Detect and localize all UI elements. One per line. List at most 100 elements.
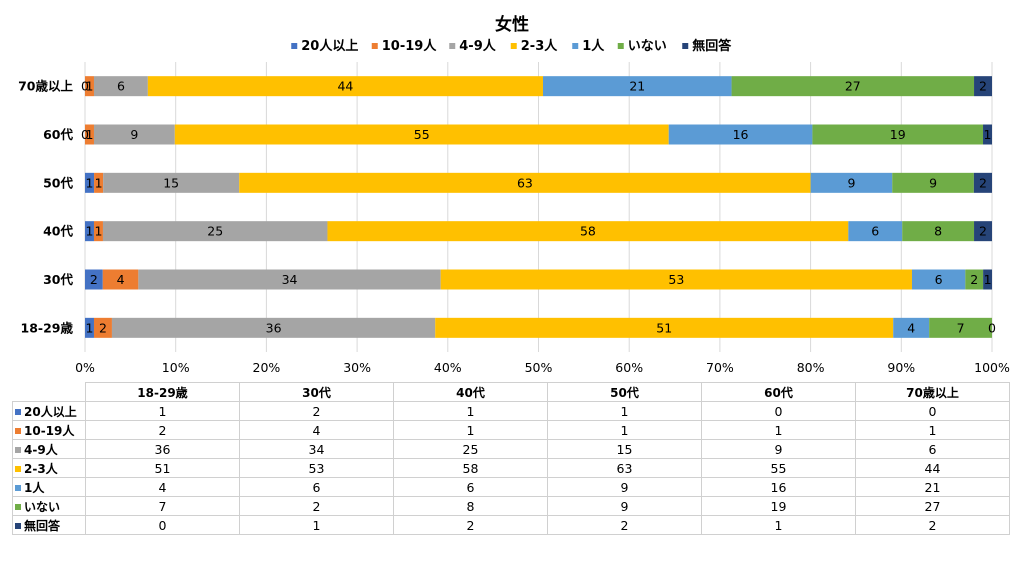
- bar-segment: [892, 172, 974, 193]
- bar-segment: [974, 221, 992, 242]
- table-row-label: 10-19人: [24, 423, 75, 438]
- table-cell: 53: [239, 458, 394, 478]
- legend-label: 無回答: [692, 38, 732, 54]
- table-row: いない 7 2 8 9 19 27: [12, 496, 1010, 516]
- table-cell: 1: [393, 420, 548, 440]
- legend-label: 20人以上: [301, 38, 358, 54]
- x-tick-label: 10%: [162, 360, 190, 375]
- legend-key: [15, 504, 21, 510]
- legend-swatch: [291, 43, 298, 49]
- table-cell: 4: [85, 477, 240, 497]
- x-tick-label: 30%: [343, 360, 371, 375]
- table-column-header: 70歳以上: [855, 382, 1010, 402]
- data-label: 0: [81, 79, 89, 94]
- bar-segment: [239, 172, 811, 193]
- category-label: 50代: [43, 175, 73, 190]
- table-cell: 51: [85, 458, 240, 478]
- table-cell: 15: [547, 439, 702, 459]
- stacked-bar-chart: 女性 20人以上 10-19人 4-9人 2-3人 1人 いない 無回答 0% 10% 20% 30%…: [18, 14, 1010, 375]
- x-tick-label: 50%: [525, 360, 553, 375]
- legend-swatch: [449, 43, 456, 49]
- data-label: 1: [86, 79, 94, 94]
- table-row: 4-9人 36 34 25 15 9 6: [12, 439, 1010, 459]
- legend-swatch: [510, 43, 517, 49]
- data-label: 19: [890, 127, 906, 142]
- table-row: 1人 4 6 6 9 16 21: [12, 477, 1010, 497]
- data-label: 63: [517, 175, 533, 190]
- bar-segment: [93, 317, 112, 338]
- bar-segment: [965, 269, 984, 290]
- bar-segment: [848, 221, 903, 242]
- bar-segment: [668, 124, 813, 145]
- bar-segment: [974, 76, 992, 97]
- table-cell: 0: [701, 401, 856, 421]
- table-cell: 0: [855, 401, 1010, 421]
- table-cell: 4: [239, 420, 394, 440]
- data-label: 6: [935, 272, 943, 287]
- table-row-header: 4-9人: [12, 439, 86, 459]
- table-row: 10-19人 2 4 1 1 1 1: [12, 420, 1010, 440]
- x-tick-label: 100%: [974, 360, 1010, 375]
- table-cell: 2: [239, 401, 394, 421]
- category-label: 40代: [43, 224, 73, 239]
- table-cell: 16: [701, 477, 856, 497]
- table-row-label: 4-9人: [24, 442, 58, 457]
- table-row-header: 無回答: [12, 515, 86, 535]
- legend-key: [15, 466, 21, 472]
- legend-label: 10-19人: [382, 38, 438, 54]
- data-label: 4: [907, 320, 915, 335]
- table-cell: 9: [547, 496, 702, 516]
- bar-segment: [893, 317, 930, 338]
- bar-segment: [85, 124, 94, 145]
- legend-key: [15, 409, 21, 415]
- data-label: 9: [929, 175, 937, 190]
- bar-segment: [147, 76, 543, 97]
- bar-segment: [327, 221, 849, 242]
- bar-segment: [94, 172, 104, 193]
- bar-segment: [810, 172, 893, 193]
- bar-segment: [138, 269, 441, 290]
- bar-segment: [93, 76, 148, 97]
- data-label: 1: [984, 127, 992, 142]
- table-cell: 34: [239, 439, 394, 459]
- bar-segment: [85, 221, 94, 242]
- bar-segment: [93, 221, 103, 242]
- table-cell: 1: [701, 420, 856, 440]
- legend-label: いない: [628, 39, 667, 54]
- table-cell: 9: [547, 477, 702, 497]
- data-label: 1: [86, 320, 94, 335]
- x-tick-label: 0%: [75, 360, 95, 375]
- legend-label: 4-9人: [459, 38, 496, 54]
- table-cell: 2: [85, 420, 240, 440]
- x-tick-label: 60%: [615, 360, 643, 375]
- table-column-header: 60代: [701, 382, 856, 402]
- bar-segment: [85, 76, 94, 97]
- table-cell: 1: [239, 515, 394, 535]
- bar-segment: [111, 317, 436, 338]
- x-tick-label: 40%: [434, 360, 462, 375]
- table-cell: 21: [855, 477, 1010, 497]
- bar-segment: [911, 269, 966, 290]
- legend-key: [15, 523, 21, 529]
- table-cell: 36: [85, 439, 240, 459]
- table-row-label: 20人以上: [24, 404, 77, 419]
- data-label: 1: [94, 224, 102, 239]
- data-label: 1: [95, 175, 103, 190]
- table-row-label: 2-3人: [24, 461, 58, 476]
- data-label: 1: [86, 127, 94, 142]
- legend-key: [15, 485, 21, 491]
- data-label: 2: [979, 175, 987, 190]
- data-label: 1: [984, 272, 992, 287]
- table-column-header: 50代: [547, 382, 702, 402]
- table-row-header: 1人: [12, 477, 86, 497]
- bar-segment: [85, 172, 95, 193]
- table-cell: 58: [393, 458, 548, 478]
- data-label: 44: [337, 79, 353, 94]
- data-label: 9: [847, 175, 855, 190]
- bar-segment: [983, 124, 992, 145]
- data-label: 58: [580, 224, 596, 239]
- table-column-header: 40代: [393, 382, 548, 402]
- bar-segment: [731, 76, 975, 97]
- data-label: 34: [282, 272, 298, 287]
- category-label: 18-29歳: [21, 320, 74, 335]
